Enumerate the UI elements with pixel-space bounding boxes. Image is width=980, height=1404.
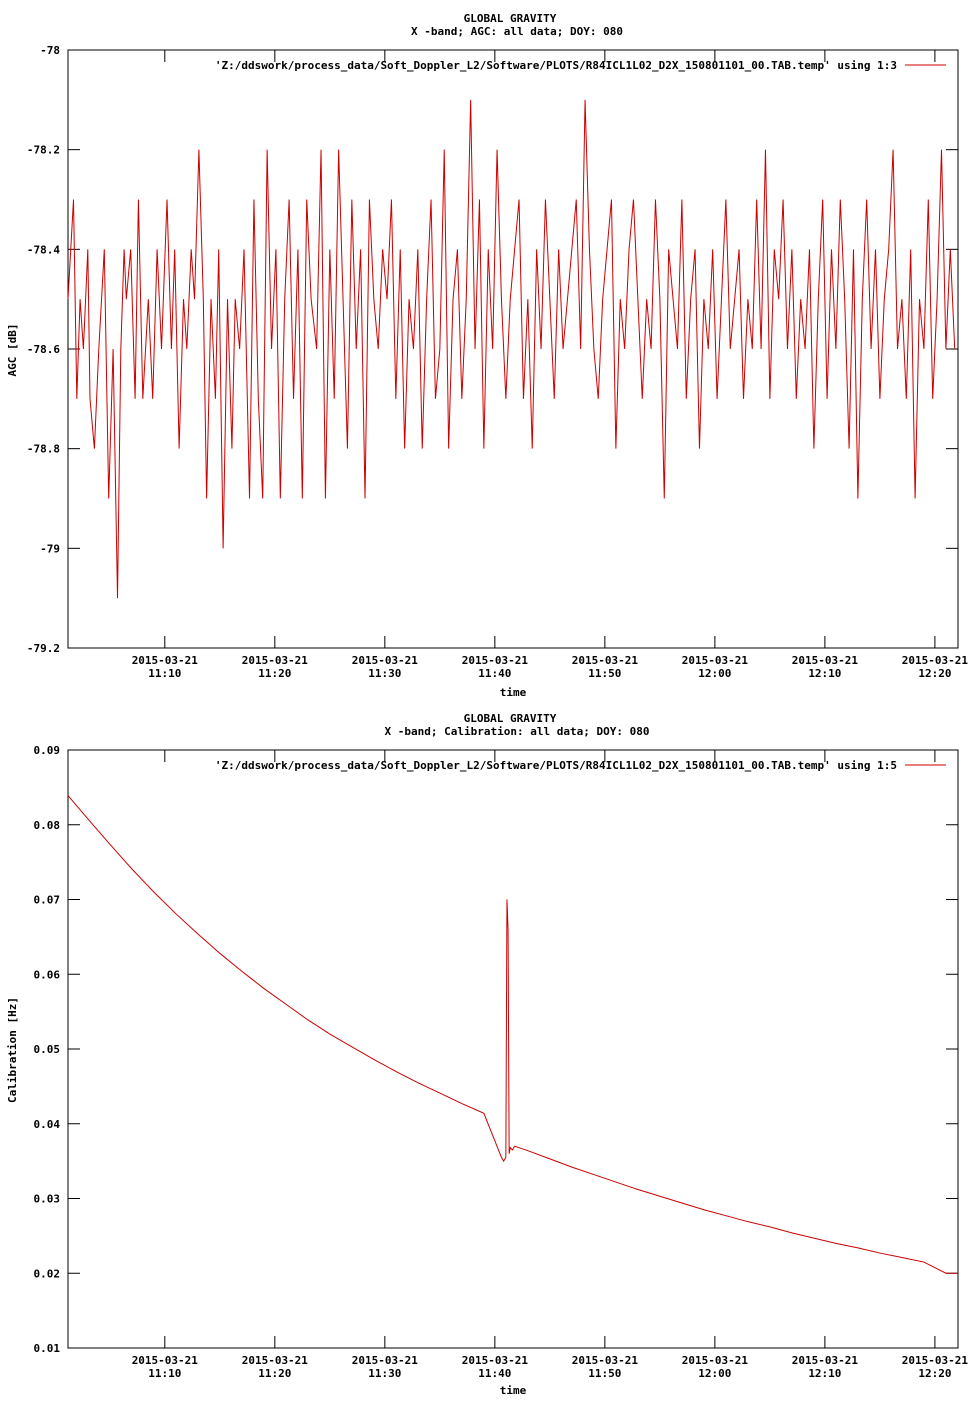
agc-ticks: -78 -78.2 -78.4 -78.6 -78.8 -79 -79.2 2015-03-2… — [27, 44, 969, 680]
calibration-legend-text: 'Z:/ddswork/process_data/Soft_Doppler_L2… — [215, 759, 897, 772]
calibration-xtick-time-label: 11:30 — [368, 1367, 401, 1380]
calibration-chart-subtitle: X -band; Calibration: all data; DOY: 080 — [385, 725, 650, 738]
calibration-xtick-time-label: 12:20 — [918, 1367, 951, 1380]
calibration-xtick-date-label: 2015-03-21 — [462, 1354, 529, 1367]
agc-xtick-time-label: 12:20 — [918, 667, 951, 680]
agc-ytick-label: -78.6 — [27, 343, 60, 356]
agc-ytick-label: -78.2 — [27, 144, 60, 157]
agc-xtick-time-label: 12:10 — [808, 667, 841, 680]
calibration-xtick-date-label: 2015-03-21 — [682, 1354, 749, 1367]
agc-y-axis-label: AGC [dB] — [6, 324, 19, 377]
calibration-xtick-time-label: 11:50 — [588, 1367, 621, 1380]
calibration-series-line — [67, 795, 958, 1274]
calibration-chart-title: GLOBAL GRAVITY — [464, 712, 557, 725]
agc-xtick-date-label: 2015-03-21 — [352, 654, 419, 667]
agc-series-line — [67, 99, 956, 599]
calibration-xtick-date-label: 2015-03-21 — [132, 1354, 199, 1367]
agc-series — [67, 99, 956, 599]
calibration-xtick-time-label: 11:40 — [478, 1367, 511, 1380]
agc-ytick-label: -79 — [40, 542, 60, 555]
agc-xtick-date-label: 2015-03-21 — [792, 654, 859, 667]
calibration-ytick-label: 0.08 — [34, 819, 61, 832]
agc-chart-title: GLOBAL GRAVITY — [464, 12, 557, 25]
agc-xtick-time-label: 11:50 — [588, 667, 621, 680]
agc-xtick-time-label: 11:30 — [368, 667, 401, 680]
agc-plot-frame — [67, 49, 959, 649]
calibration-plot-frame — [67, 749, 959, 1349]
calibration-ytick-label: 0.07 — [34, 894, 61, 907]
calibration-ytick-label: 0.09 — [34, 744, 61, 757]
agc-chart-subtitle: X -band; AGC: all data; DOY: 080 — [411, 25, 623, 38]
calibration-x-axis-label: time — [500, 1384, 527, 1397]
agc-legend-text: 'Z:/ddswork/process_data/Soft_Doppler_L2… — [215, 59, 897, 72]
agc-chart: GLOBAL GRAVITY X -band; AGC: all data; D… — [6, 12, 968, 699]
agc-ytick-label: -79.2 — [27, 642, 60, 655]
agc-xtick-date-label: 2015-03-21 — [462, 654, 529, 667]
agc-xtick-date-label: 2015-03-21 — [132, 654, 199, 667]
calibration-ytick-label: 0.06 — [34, 968, 61, 981]
agc-xtick-time-label: 11:20 — [258, 667, 291, 680]
calibration-ytick-label: 0.02 — [34, 1267, 61, 1280]
agc-xtick-date-label: 2015-03-21 — [242, 654, 309, 667]
calibration-y-axis-label: Calibration [Hz] — [6, 997, 19, 1103]
agc-xtick-time-label: 12:00 — [698, 667, 731, 680]
calibration-xtick-time-label: 11:20 — [258, 1367, 291, 1380]
calibration-xtick-date-label: 2015-03-21 — [792, 1354, 859, 1367]
agc-xtick-time-label: 11:40 — [478, 667, 511, 680]
agc-xtick-time-label: 11:10 — [148, 667, 181, 680]
agc-ytick-label: -78.8 — [27, 443, 60, 456]
calibration-xtick-date-label: 2015-03-21 — [242, 1354, 309, 1367]
agc-x-axis-label: time — [500, 686, 527, 699]
calibration-ytick-label: 0.05 — [34, 1043, 61, 1056]
agc-xtick-date-label: 2015-03-21 — [572, 654, 639, 667]
calibration-ytick-label: 0.04 — [34, 1118, 61, 1131]
calibration-series — [67, 795, 958, 1274]
calibration-xtick-date-label: 2015-03-21 — [902, 1354, 969, 1367]
agc-xtick-date-label: 2015-03-21 — [902, 654, 969, 667]
calibration-xtick-date-label: 2015-03-21 — [572, 1354, 639, 1367]
calibration-ticks: 0.01 0.02 0.03 0.04 0.05 0.06 0.07 0.08 0.09 2015… — [34, 744, 969, 1380]
agc-ytick-label: -78.4 — [27, 243, 60, 256]
calibration-xtick-time-label: 11:10 — [148, 1367, 181, 1380]
calibration-ytick-label: 0.03 — [34, 1193, 61, 1206]
calibration-xtick-time-label: 12:00 — [698, 1367, 731, 1380]
calibration-ytick-label: 0.01 — [34, 1342, 61, 1355]
agc-ytick-label: -78 — [40, 44, 60, 57]
calibration-xtick-date-label: 2015-03-21 — [352, 1354, 419, 1367]
agc-xtick-date-label: 2015-03-21 — [682, 654, 749, 667]
calibration-chart: GLOBAL GRAVITY X -band; Calibration: all… — [6, 712, 968, 1397]
calibration-xtick-time-label: 12:10 — [808, 1367, 841, 1380]
